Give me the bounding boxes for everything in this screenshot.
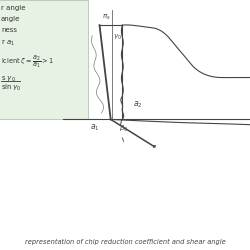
Text: $\gamma_0$: $\gamma_0$ (113, 32, 122, 42)
Text: $a_1$: $a_1$ (90, 122, 100, 133)
Text: $\sin\gamma_0$: $\sin\gamma_0$ (1, 83, 21, 93)
Text: icient $\zeta = \dfrac{a_2}{a_1} > 1$: icient $\zeta = \dfrac{a_2}{a_1} > 1$ (1, 54, 54, 70)
Text: s $\gamma_0$: s $\gamma_0$ (1, 74, 16, 84)
Text: $\beta_0$: $\beta_0$ (120, 124, 129, 134)
Text: r angle: r angle (1, 5, 25, 11)
Text: $\pi_s$: $\pi_s$ (102, 12, 111, 22)
Text: r $a_1$: r $a_1$ (1, 38, 15, 48)
Text: angle: angle (1, 16, 20, 22)
Text: representation of chip reduction coefficient and shear angle: representation of chip reduction coeffic… (24, 239, 226, 245)
Text: ness: ness (1, 27, 17, 33)
FancyBboxPatch shape (0, 0, 88, 120)
Text: $a_2$: $a_2$ (133, 100, 143, 110)
